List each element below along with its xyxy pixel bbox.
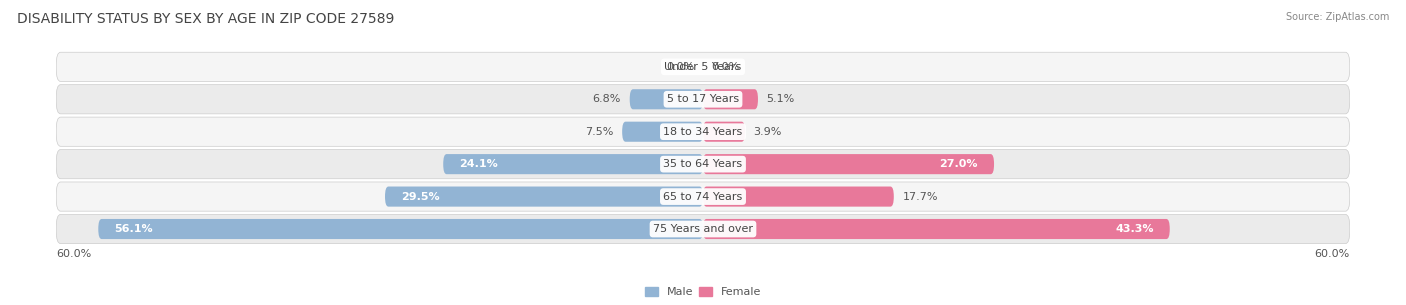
Text: 17.7%: 17.7% xyxy=(903,192,938,202)
Text: 3.9%: 3.9% xyxy=(754,127,782,137)
Text: 27.0%: 27.0% xyxy=(939,159,979,169)
FancyBboxPatch shape xyxy=(703,219,1170,239)
FancyBboxPatch shape xyxy=(56,85,1350,114)
FancyBboxPatch shape xyxy=(56,117,1350,146)
Text: 24.1%: 24.1% xyxy=(460,159,498,169)
Text: 56.1%: 56.1% xyxy=(114,224,153,234)
Text: 60.0%: 60.0% xyxy=(1315,249,1350,259)
FancyBboxPatch shape xyxy=(703,187,894,206)
FancyBboxPatch shape xyxy=(703,89,758,109)
Text: Source: ZipAtlas.com: Source: ZipAtlas.com xyxy=(1285,12,1389,22)
Text: 0.0%: 0.0% xyxy=(666,62,695,72)
FancyBboxPatch shape xyxy=(703,154,994,174)
Text: 0.0%: 0.0% xyxy=(711,62,740,72)
Text: 60.0%: 60.0% xyxy=(56,249,91,259)
Text: DISABILITY STATUS BY SEX BY AGE IN ZIP CODE 27589: DISABILITY STATUS BY SEX BY AGE IN ZIP C… xyxy=(17,12,394,26)
Text: 75 Years and over: 75 Years and over xyxy=(652,224,754,234)
Legend: Male, Female: Male, Female xyxy=(640,282,766,302)
Text: 29.5%: 29.5% xyxy=(401,192,440,202)
Text: 5 to 17 Years: 5 to 17 Years xyxy=(666,94,740,104)
FancyBboxPatch shape xyxy=(56,214,1350,244)
FancyBboxPatch shape xyxy=(385,187,703,206)
Text: 5.1%: 5.1% xyxy=(766,94,794,104)
FancyBboxPatch shape xyxy=(703,122,745,142)
Text: 6.8%: 6.8% xyxy=(593,94,621,104)
FancyBboxPatch shape xyxy=(56,149,1350,179)
FancyBboxPatch shape xyxy=(621,122,703,142)
Text: 18 to 34 Years: 18 to 34 Years xyxy=(664,127,742,137)
Text: Under 5 Years: Under 5 Years xyxy=(665,62,741,72)
FancyBboxPatch shape xyxy=(98,219,703,239)
FancyBboxPatch shape xyxy=(56,52,1350,81)
FancyBboxPatch shape xyxy=(56,182,1350,211)
FancyBboxPatch shape xyxy=(630,89,703,109)
Text: 35 to 64 Years: 35 to 64 Years xyxy=(664,159,742,169)
Text: 65 to 74 Years: 65 to 74 Years xyxy=(664,192,742,202)
Text: 43.3%: 43.3% xyxy=(1115,224,1153,234)
FancyBboxPatch shape xyxy=(443,154,703,174)
Text: 7.5%: 7.5% xyxy=(585,127,613,137)
